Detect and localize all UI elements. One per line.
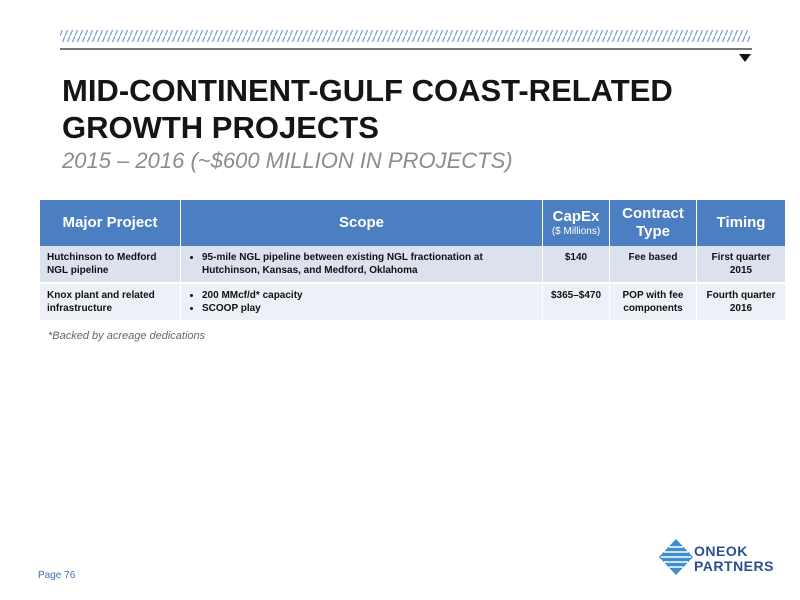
col-header: CapEx ($ Millions) [542,200,610,246]
cell: Fourth quarter 2016 [696,283,786,322]
col-header: Timing [696,200,786,246]
header-row: Major Project Scope CapEx ($ Millions) Co… [40,200,786,246]
footnote: *Backed by acreage dedications [48,330,206,342]
bullet: 95-mile NGL pipeline between existing NG… [202,251,535,277]
header-decor [60,30,752,62]
col-header: Scope [180,200,543,246]
title: MID-CONTINENT-GULF COAST-RELATED GROWTH P… [62,72,673,146]
row: Knox plant and related infrastructure 20… [40,283,786,322]
hatch-band [60,30,750,42]
page-number: Page 76 [38,570,76,581]
cell: $365–$470 [542,283,610,322]
cell: Fee based [609,246,697,284]
cell: 200 MMcf/d* capacitySCOOP play [180,283,543,322]
row: Hutchinson to Medford NGL pipeline 95-mi… [40,246,786,284]
title-line: GROWTH PROJECTS [62,110,379,145]
col-header: Major Project [40,200,181,246]
cell: Knox plant and related infrastructure [40,283,181,322]
triangle [739,54,751,62]
logo-text: ONEOK PARTNERS [694,543,774,574]
cell: $140 [542,246,610,284]
subtitle: 2015 – 2016 (~$600 MILLION IN PROJECTS) [62,148,513,173]
cell: First quarter 2015 [696,246,786,284]
cell: Hutchinson to Medford NGL pipeline [40,246,181,284]
cell: POP with fee components [609,283,697,322]
bullet: 200 MMcf/d* capacity [202,289,535,302]
cell: 95-mile NGL pipeline between existing NG… [180,246,543,284]
title-line: MID-CONTINENT-GULF COAST-RELATED [62,73,673,108]
logo-icon [659,539,693,575]
col-header: Contract Type [609,200,697,246]
projects-table: Major Project Scope CapEx ($ Millions) Co… [40,200,786,322]
bullet: SCOOP play [202,302,535,315]
